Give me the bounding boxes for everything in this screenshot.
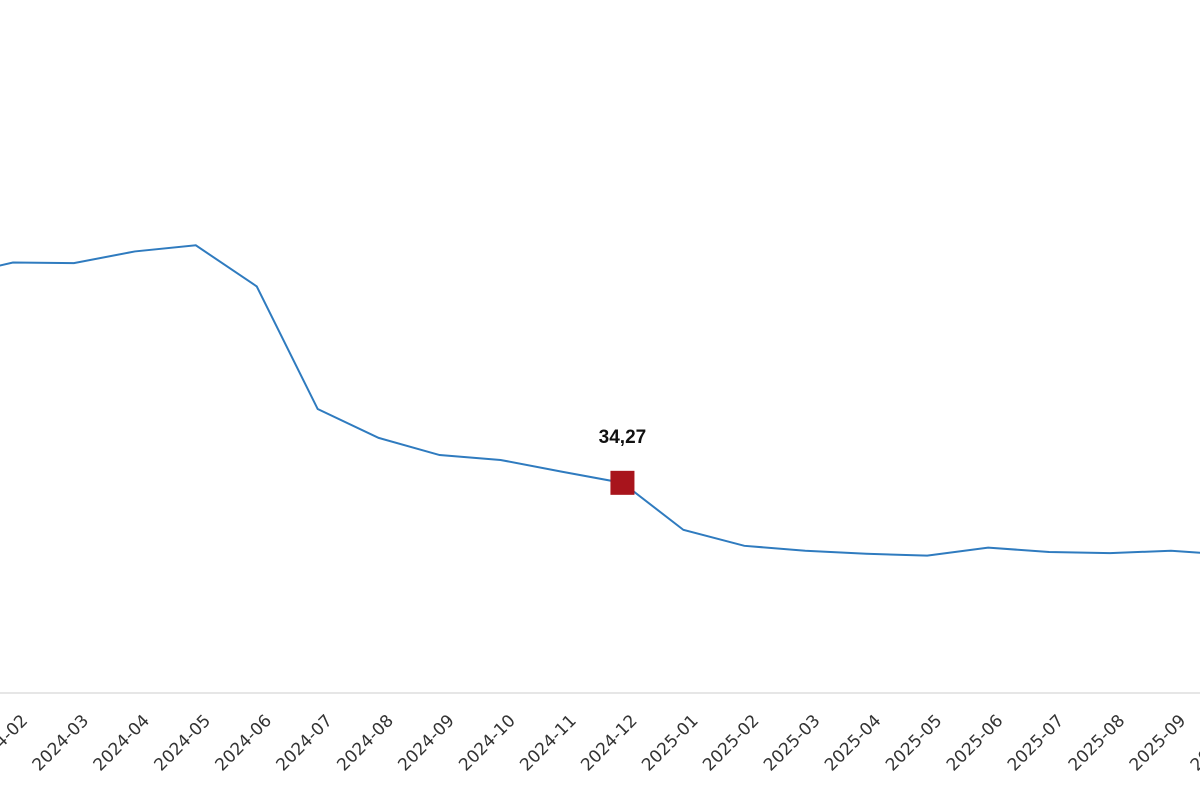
series-line	[0, 244, 1200, 557]
x-tick-label: 2024-08	[333, 711, 397, 775]
x-tick-label: 2024-04	[90, 711, 154, 775]
x-tick-label: 2024-02	[0, 711, 32, 775]
x-tick-label: 2025-01	[638, 711, 702, 775]
x-tick-label: 2024-06	[212, 711, 276, 775]
x-tick-label: 2024-07	[272, 711, 336, 775]
x-tick-label: 2025-06	[943, 711, 1007, 775]
x-tick-label: 2025-09	[1126, 711, 1190, 775]
x-tick-label: 2025-10	[1187, 711, 1200, 775]
x-tick-label: 2024-10	[455, 711, 519, 775]
x-tick-label: 2024-05	[151, 711, 215, 775]
x-tick-label: 2024-03	[29, 711, 93, 775]
x-tick-label: 2025-03	[760, 711, 824, 775]
x-tick-label: 2024-09	[394, 711, 458, 775]
x-tick-label: 2025-04	[821, 711, 885, 775]
x-tick-label: 2024-11	[516, 711, 580, 775]
x-tick-label: 2025-02	[699, 711, 763, 775]
highlight-marker	[610, 470, 635, 495]
x-tick-label: 2025-08	[1065, 711, 1129, 775]
x-tick-label: 2025-05	[882, 711, 946, 775]
highlight-data-label: 34,27	[599, 427, 647, 448]
x-tick-label: 2024-12	[577, 711, 641, 775]
x-tick-label: 2025-07	[1004, 711, 1068, 775]
